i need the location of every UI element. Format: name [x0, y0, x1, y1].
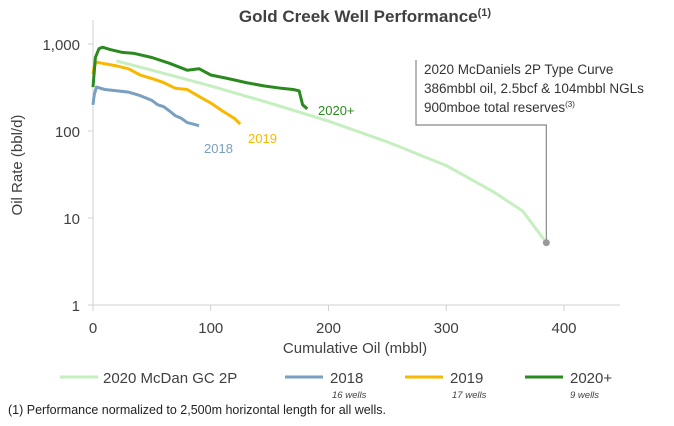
x-tick-label: 100: [198, 320, 223, 337]
legend-label: 2018: [330, 370, 363, 387]
annotation-line: 900mboe total reserves(3): [424, 100, 575, 115]
y-tick-label: 1,000: [42, 37, 80, 54]
footnote: (1) Performance normalized to 2,500m hor…: [8, 403, 386, 417]
type-curve-end-point: [542, 239, 550, 247]
y-tick-label: 1: [72, 298, 80, 315]
series-label: 2018: [204, 141, 233, 156]
series-label: 2020+: [318, 103, 355, 118]
legend-label: 2019: [450, 370, 483, 387]
legend-label: 2020+: [570, 370, 612, 387]
y-tick-label: 10: [63, 211, 80, 228]
legend-sublabel: 16 wells: [332, 390, 367, 401]
series-label: 2019: [248, 131, 277, 146]
series-line-2020-mcdan-gc-2p: [116, 59, 548, 244]
series-line-2020-: [91, 45, 309, 110]
annotation-leader-line: [415, 60, 547, 243]
x-tick-label: 300: [434, 320, 459, 337]
x-tick-label: 0: [89, 320, 97, 337]
x-tick-label: 400: [551, 320, 576, 337]
legend-sublabel: 9 wells: [570, 390, 599, 401]
series-line-2018: [91, 85, 200, 128]
annotation-line: 386mbbl oil, 2.5bcf & 104mbbl NGLs: [424, 81, 644, 96]
annotation-line: 2020 McDaniels 2P Type Curve: [424, 62, 613, 77]
series-line-2019: [91, 60, 242, 126]
legend-sublabel: 17 wells: [452, 390, 487, 401]
x-tick-label: 200: [316, 320, 341, 337]
y-axis-label: Oil Rate (bbl/d): [9, 115, 26, 216]
y-tick-label: 100: [55, 124, 80, 141]
legend-label: 2020 McDan GC 2P: [103, 370, 237, 387]
x-axis-label: Cumulative Oil (mbbl): [283, 340, 427, 357]
chart-title: Gold Creek Well Performance(1): [239, 7, 491, 26]
